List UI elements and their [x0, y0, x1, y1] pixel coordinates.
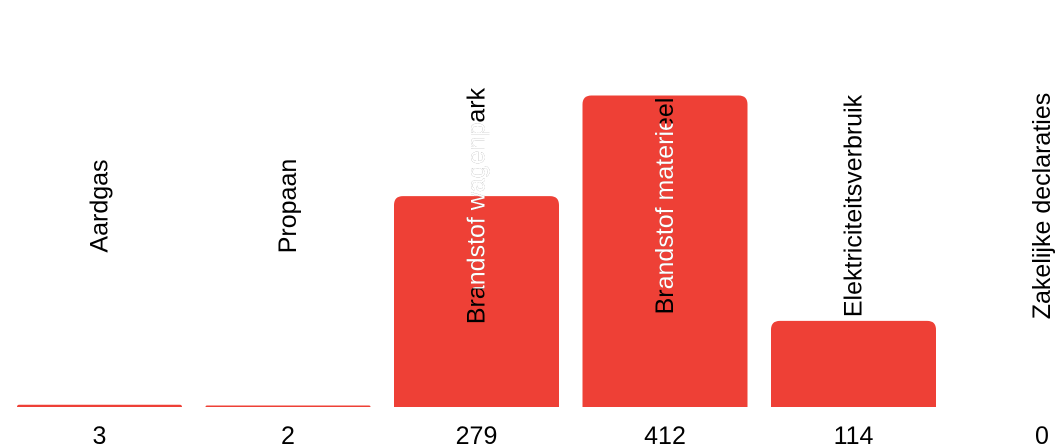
bar-aardgas	[17, 404, 182, 407]
category-label-on-bar-brandstof-wagenpark: Brandstof wagenpark	[463, 87, 491, 324]
bars-layer	[17, 95, 936, 407]
category-label-propaan: Propaan	[274, 159, 302, 254]
value-label-propaan: 2	[281, 422, 295, 445]
value-label-brandstof-wagenpark: 279	[456, 422, 498, 445]
value-label-elektriciteitsverbruik: 114	[834, 422, 874, 445]
bar-brandstof-materieel	[582, 95, 748, 407]
category-label-on-bar-brandstof-materieel: Brandstof materieel	[651, 98, 679, 315]
bar-brandstof-wagenpark	[394, 196, 559, 407]
bar-propaan	[205, 405, 371, 407]
category-label-aardgas: Aardgas	[86, 159, 114, 252]
category-label-brandstof-wagenpark: Brandstof wagenpark	[463, 87, 491, 324]
category-label-zakelijke-declaraties: Zakelijke declaraties	[1028, 93, 1056, 320]
bar-elektriciteitsverbruik	[771, 320, 936, 407]
category-label-brandstof-materieel: Brandstof materieel	[651, 98, 679, 315]
value-labels-layer: 3 2 279 412 114 0	[93, 422, 1049, 445]
value-label-aardgas: 3	[93, 422, 107, 445]
value-label-zakelijke-declaraties: 0	[1035, 422, 1049, 445]
value-label-brandstof-materieel: 412	[644, 422, 686, 445]
category-label-elektriciteitsverbruik: Elektriciteitsverbruik	[840, 94, 868, 317]
